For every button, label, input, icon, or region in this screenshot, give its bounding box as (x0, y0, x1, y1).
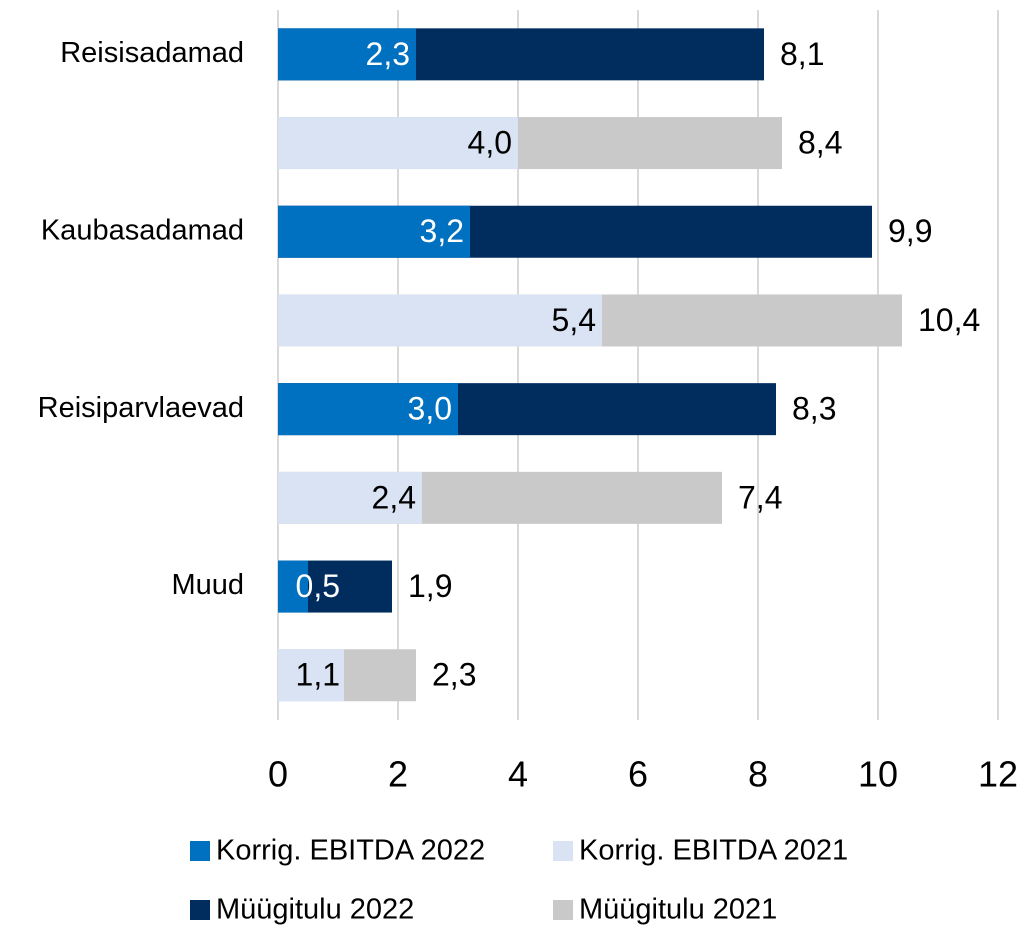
data-label: 8,1 (780, 36, 824, 72)
x-tick-label: 12 (978, 754, 1018, 795)
data-label: 5,4 (552, 302, 596, 338)
x-tick-label: 8 (748, 754, 768, 795)
category-label: Muud (171, 569, 244, 601)
data-label: 2,3 (432, 657, 476, 693)
x-tick-label: 0 (268, 754, 288, 795)
data-label: 2,4 (372, 479, 416, 515)
legend-swatch (190, 841, 210, 861)
legend-label: Müügitulu 2021 (579, 894, 777, 926)
bar (278, 205, 470, 258)
legend-label: Müügitulu 2022 (216, 894, 414, 926)
legend-swatch (553, 900, 573, 920)
data-label: 3,2 (420, 213, 464, 249)
x-tick-label: 4 (508, 754, 528, 795)
data-label: 7,4 (738, 479, 782, 515)
bar (278, 560, 308, 613)
x-tick-label: 10 (858, 754, 898, 795)
data-label: 10,4 (918, 302, 980, 338)
x-tick-label: 2 (388, 754, 408, 795)
bar (278, 294, 602, 347)
data-label: 1,1 (296, 657, 340, 693)
data-label: 8,3 (792, 391, 836, 427)
data-label: 0,5 (296, 568, 340, 604)
legend-label: Korrig. EBITDA 2022 (216, 835, 485, 867)
x-tick-label: 6 (628, 754, 648, 795)
data-label: 3,0 (408, 391, 452, 427)
bar (278, 117, 518, 170)
data-label: 1,9 (408, 568, 452, 604)
legend-swatch (553, 841, 573, 861)
data-label: 4,0 (468, 125, 512, 161)
category-label: Reisisadamad (60, 37, 244, 69)
bar (278, 471, 422, 524)
data-label: 9,9 (888, 213, 932, 249)
category-label: Kaubasadamad (41, 214, 244, 246)
category-label: Reisiparvlaevad (38, 392, 244, 424)
bar (278, 649, 344, 702)
data-label: 8,4 (798, 125, 842, 161)
legend-swatch (190, 900, 210, 920)
bar (278, 383, 458, 436)
data-label: 2,3 (366, 36, 410, 72)
legend-label: Korrig. EBITDA 2021 (579, 835, 848, 867)
bar (278, 28, 416, 81)
